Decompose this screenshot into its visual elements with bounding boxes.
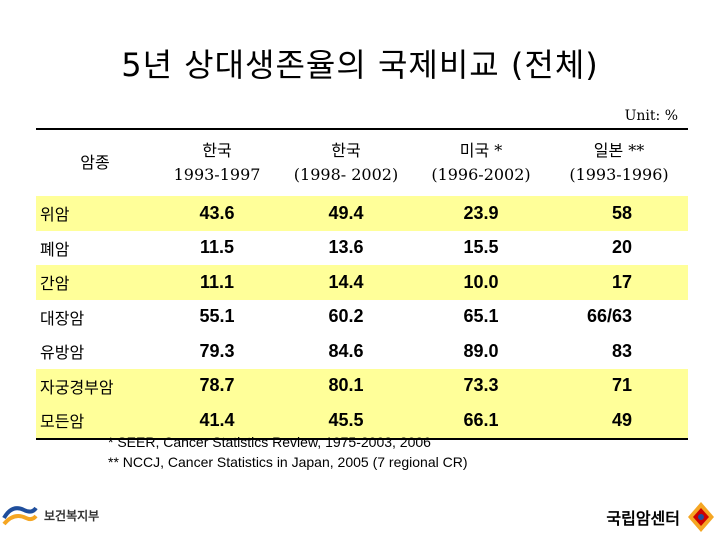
value-usa: 66.1	[463, 409, 499, 430]
value-korea-1998: 14.4	[328, 271, 364, 292]
value-japan: 20	[611, 237, 632, 258]
header-col1-period: 1993-1997	[173, 165, 261, 184]
value-japan: 71	[611, 375, 632, 396]
cancer-name: 간암	[40, 274, 70, 294]
table-row: 대장암 55.1 60.2 65.1 66/63	[36, 300, 688, 335]
value-usa: 10.0	[463, 271, 499, 292]
table-row: 모든암 41.4 45.5 66.1 49	[36, 403, 688, 438]
footnote-nccj: ** NCCJ, Cancer Statistics in Japan, 200…	[108, 454, 468, 470]
table-row: 간암 11.1 14.4 10.0 17	[36, 265, 688, 300]
header-col3-period: (1996-2002)	[431, 165, 531, 184]
ncc-emblem-icon	[688, 502, 714, 532]
header-korea-1998: 한국 (1998- 2002)	[280, 139, 412, 187]
value-korea-1998: 49.4	[328, 202, 364, 223]
value-korea-1993: 78.7	[199, 375, 235, 396]
value-usa: 15.5	[463, 237, 499, 258]
value-korea-1998: 45.5	[328, 409, 364, 430]
header-japan: 일본 ** (1993-1996)	[550, 139, 688, 187]
table-row: 위암 43.6 49.4 23.9 58	[36, 196, 688, 231]
value-korea-1993: 55.1	[199, 306, 235, 327]
value-japan: 66/63	[586, 306, 632, 327]
value-korea-1998: 80.1	[328, 375, 364, 396]
ncc-logo: 국립암센터	[606, 500, 716, 534]
ministry-emblem-icon	[2, 506, 38, 526]
cancer-name: 대장암	[40, 308, 85, 328]
value-korea-1998: 13.6	[328, 237, 364, 258]
cancer-name: 폐암	[40, 239, 70, 259]
value-japan: 17	[611, 271, 632, 292]
value-korea-1993: 79.3	[199, 340, 235, 361]
header-cancer-type: 암종	[80, 153, 110, 172]
footnotes: * SEER, Cancer Statistics Review, 1975-2…	[108, 432, 468, 472]
value-korea-1993: 43.6	[199, 202, 235, 223]
value-korea-1993: 11.5	[199, 237, 235, 258]
value-usa: 89.0	[463, 340, 499, 361]
header-korea-1993: 한국 1993-1997	[154, 139, 280, 187]
value-korea-1993: 11.1	[199, 271, 235, 292]
value-usa: 23.9	[463, 202, 499, 223]
cancer-name: 모든암	[40, 412, 85, 432]
header-col2-period: (1998- 2002)	[293, 165, 399, 184]
unit-label: Unit: %	[624, 108, 678, 124]
value-korea-1993: 41.4	[199, 409, 235, 430]
ncc-logo-text: 국립암센터	[606, 509, 680, 528]
value-korea-1998: 84.6	[328, 340, 364, 361]
header-col4-period: (1993-1996)	[569, 165, 669, 184]
cancer-name: 위암	[40, 205, 70, 225]
header-col3-country: 미국 *	[459, 141, 503, 160]
header-col1-country: 한국	[202, 141, 232, 160]
header-col4-country: 일본 **	[593, 141, 645, 160]
page-title: 5년 상대생존율의 국제비교 (전체)	[121, 46, 599, 84]
value-usa: 73.3	[463, 375, 499, 396]
value-japan: 83	[611, 340, 632, 361]
cancer-name: 유방암	[40, 343, 85, 363]
table-header-row: 암종 한국 1993-1997 한국 (1998- 2002) 미국 * (19…	[36, 130, 688, 196]
value-japan: 49	[611, 409, 632, 430]
cancer-name: 자궁경부암	[40, 377, 114, 397]
survival-table: 암종 한국 1993-1997 한국 (1998- 2002) 미국 * (19…	[36, 128, 688, 440]
header-usa: 미국 * (1996-2002)	[412, 139, 550, 187]
value-japan: 58	[611, 202, 632, 223]
value-usa: 65.1	[463, 306, 499, 327]
footnote-seer: * SEER, Cancer Statistics Review, 1975-2…	[108, 434, 431, 450]
table-row: 폐암 11.5 13.6 15.5 20	[36, 231, 688, 266]
ministry-logo: 보건복지부	[2, 500, 99, 530]
table-row: 자궁경부암 78.7 80.1 73.3 71	[36, 368, 688, 403]
table-row: 유방암 79.3 84.6 89.0 83	[36, 334, 688, 369]
ministry-logo-text: 보건복지부	[44, 508, 100, 523]
value-korea-1998: 60.2	[328, 306, 364, 327]
header-col2-country: 한국	[331, 141, 361, 160]
